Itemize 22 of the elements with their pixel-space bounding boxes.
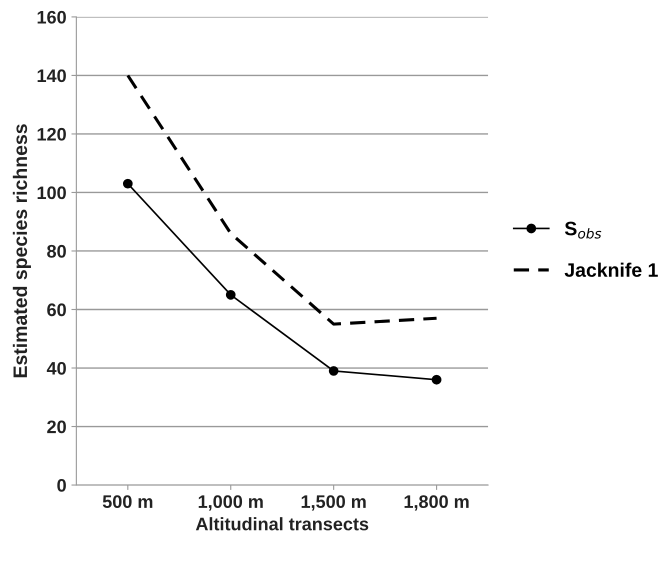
legend-label: S$_{obs}$ <box>564 222 602 239</box>
x-tick-label: 500 m <box>102 495 152 508</box>
point <box>328 366 339 376</box>
y-tick-label: 100 <box>38 186 66 200</box>
y-tick-label: 80 <box>47 244 66 258</box>
line-series <box>126 74 438 326</box>
x-tick-label: 1,000 m <box>198 495 263 511</box>
y-tick-label: 0 <box>57 478 66 492</box>
y-tick-label: 160 <box>38 10 66 24</box>
y-tick-label: 120 <box>38 128 66 141</box>
y-tick-label: 60 <box>47 303 66 316</box>
point <box>432 374 442 385</box>
y-tick-label: 140 <box>38 69 66 82</box>
y-tick-label: 20 <box>47 420 66 434</box>
x-axis-title: Altitudinal transects <box>196 517 368 530</box>
point <box>226 290 236 300</box>
y-axis-title: Estimated species richness <box>12 124 31 378</box>
y-tick-label: 40 <box>46 362 66 375</box>
legend-label: Jacknife 1 <box>564 262 658 277</box>
point <box>122 178 133 189</box>
x-tick-label: 1,500 m <box>302 495 366 511</box>
x-tick-label: 1,800 m <box>404 495 469 511</box>
